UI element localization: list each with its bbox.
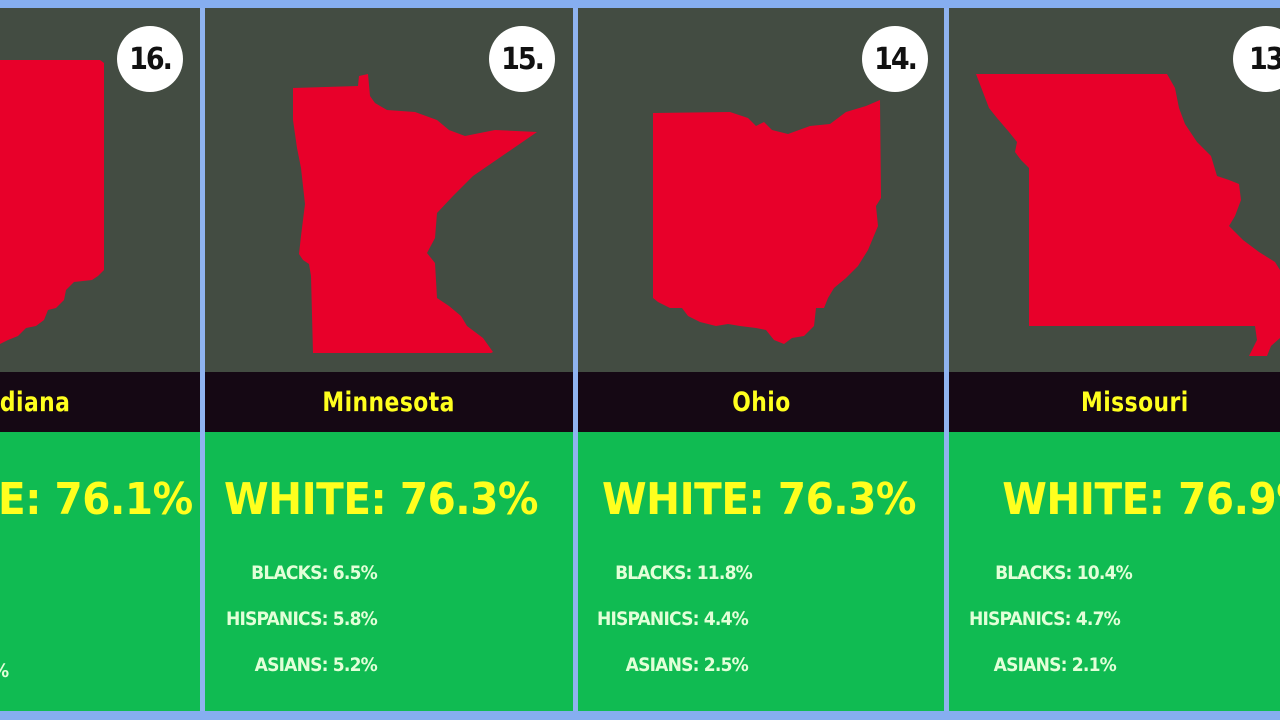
top-frame-bar [0,0,1280,8]
hispanics-percentage: HISPANICS: 5.8% [225,608,378,630]
stats-area: WHITE: 76.3% BLACKS: 6.5% HISPANICS: 5.8… [205,432,573,711]
ohio-map-icon [653,100,881,344]
missouri-map-icon [976,74,1280,356]
state-card-indiana: 16. diana E: 76.1% % [0,8,200,711]
state-name-band: Minnesota [205,372,573,432]
white-percentage: WHITE: 76.3% [601,474,917,525]
bottom-frame-bar [0,711,1280,720]
state-name-band: diana [0,372,200,432]
asians-percentage: ASIANS: 2.5% [625,654,749,676]
map-area: 14. [578,8,944,372]
rank-badge: 14. [862,26,928,92]
state-card-minnesota: 15. Minnesota WHITE: 76.3% BLACKS: 6.5% … [205,8,573,711]
asians-percentage: % [0,660,9,682]
white-percentage: WHITE: 76.9% [1002,474,1280,525]
state-name: Minnesota [322,386,456,418]
state-name: Ohio [731,386,791,418]
stats-area: E: 76.1% % [0,432,200,711]
map-area: 16. [0,8,200,372]
panel-divider [944,8,949,711]
panel-divider [573,8,578,711]
rank-badge: 13 [1233,26,1280,92]
blacks-percentage: BLACKS: 11.8% [615,562,753,584]
map-area: 15. [205,8,573,372]
state-card-missouri: 13 Missouri WHITE: 76.9% BLACKS: 10.4% H… [949,8,1280,711]
white-percentage: WHITE: 76.3% [223,474,539,525]
hispanics-percentage: HISPANICS: 4.4% [596,608,749,630]
state-name-band: Ohio [578,372,944,432]
rank-badge: 16. [117,26,183,92]
blacks-percentage: BLACKS: 10.4% [995,562,1133,584]
hispanics-percentage: HISPANICS: 4.7% [968,608,1121,630]
map-area: 13 [949,8,1280,372]
asians-percentage: ASIANS: 5.2% [254,654,378,676]
rank-badge: 15. [489,26,555,92]
stats-area: WHITE: 76.3% BLACKS: 11.8% HISPANICS: 4.… [578,432,944,711]
minnesota-map-icon [293,74,537,353]
white-percentage: E: 76.1% [0,474,193,525]
asians-percentage: ASIANS: 2.1% [993,654,1117,676]
state-name: diana [0,386,71,418]
indiana-map-icon [0,60,104,344]
panel-divider [200,8,205,711]
state-name: Missouri [1080,386,1189,418]
stats-area: WHITE: 76.9% BLACKS: 10.4% HISPANICS: 4.… [949,432,1280,711]
state-name-band: Missouri [949,372,1280,432]
blacks-percentage: BLACKS: 6.5% [251,562,378,584]
state-card-ohio: 14. Ohio WHITE: 76.3% BLACKS: 11.8% HISP… [578,8,944,711]
